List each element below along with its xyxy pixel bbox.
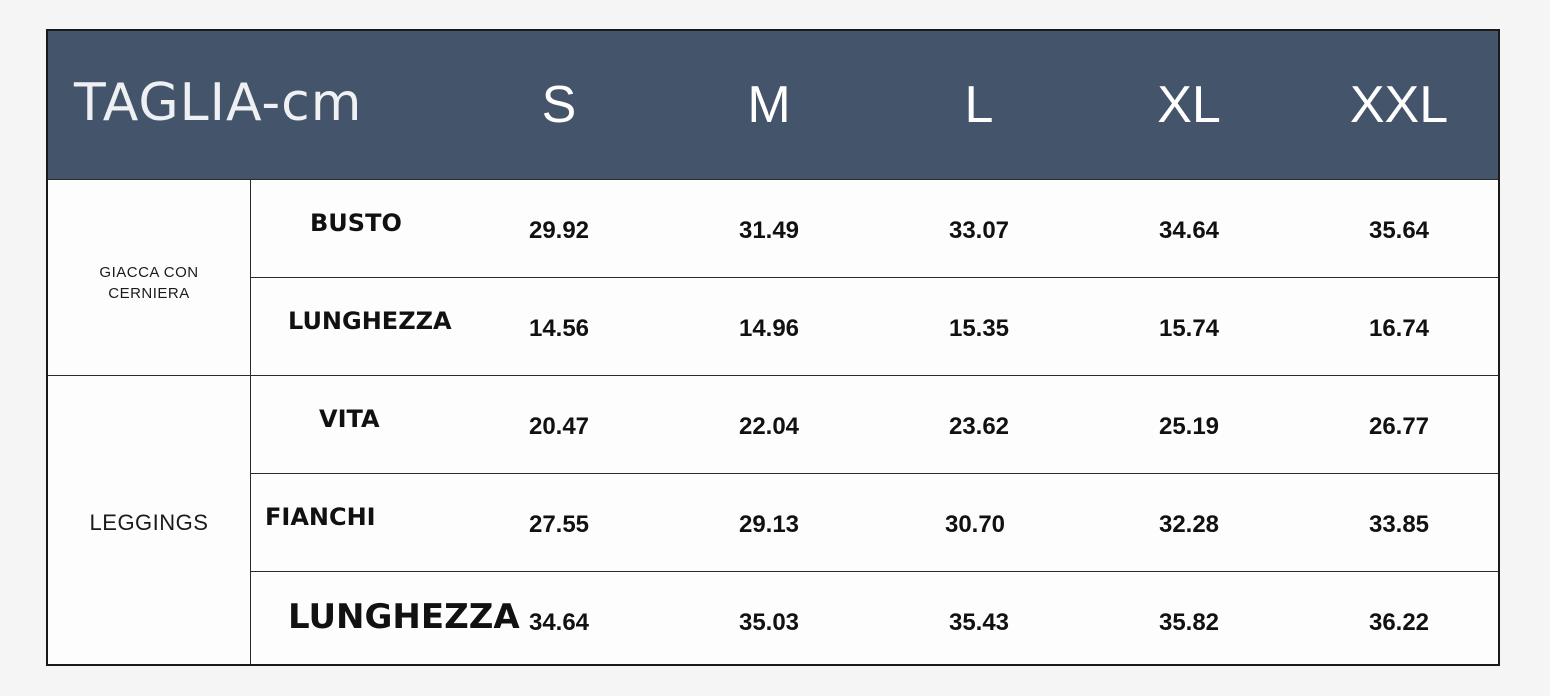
group-label-leggings: LEGGINGS — [48, 510, 250, 536]
value-cell: 31.49 — [738, 217, 800, 244]
value-cell: 35.64 — [1368, 217, 1430, 244]
value-cell: 29.13 — [738, 511, 800, 538]
value-cell: 16.74 — [1368, 315, 1430, 342]
value-cell: 34.64 — [528, 609, 590, 636]
value-cell: 35.43 — [948, 609, 1010, 636]
value-cell: 22.04 — [738, 413, 800, 440]
value-cell: 23.62 — [948, 413, 1010, 440]
value-cell: 35.82 — [1158, 609, 1220, 636]
value-cell: 36.22 — [1368, 609, 1430, 636]
value-cell: 15.35 — [948, 315, 1010, 342]
group-label-line: LEGGINGS — [89, 510, 209, 535]
size-label-xxl: XXL — [1349, 76, 1449, 134]
group-label-giacca: GIACCA CON CERNIERA — [48, 262, 250, 304]
value-cell: 35.03 — [738, 609, 800, 636]
grid-line — [48, 375, 1498, 376]
value-cell: 32.28 — [1158, 511, 1220, 538]
size-chart-header: TAGLIA-cm S M L XL XXL — [48, 31, 1498, 179]
value-cell: 14.56 — [528, 315, 590, 342]
value-cell: 30.70 — [944, 511, 1006, 538]
grid-line — [250, 277, 1498, 278]
size-label-xl: XL — [1157, 76, 1221, 134]
size-label-s: S — [541, 76, 577, 134]
value-cell: 15.74 — [1158, 315, 1220, 342]
measure-label-lunghezza: LUNGHEZZA — [288, 307, 452, 335]
value-cell: 33.85 — [1368, 511, 1430, 538]
grid-line — [250, 571, 1498, 572]
group-label-line: CERNIERA — [108, 285, 190, 302]
value-cell: 29.92 — [528, 217, 590, 244]
value-cell: 33.07 — [948, 217, 1010, 244]
value-cell: 27.55 — [528, 511, 590, 538]
grid-line — [250, 473, 1498, 474]
measure-label-vita: VITA — [319, 405, 380, 433]
size-chart-title: TAGLIA-cm — [74, 73, 363, 133]
value-cell: 26.77 — [1368, 413, 1430, 440]
value-cell: 25.19 — [1158, 413, 1220, 440]
measure-label-lunghezza: LUNGHEZZA — [288, 597, 520, 637]
value-cell: 34.64 — [1158, 217, 1220, 244]
grid-line — [250, 179, 251, 664]
grid-line — [48, 179, 1498, 180]
size-label-l: L — [964, 76, 994, 134]
value-cell: 14.96 — [738, 315, 800, 342]
group-label-line: GIACCA CON — [99, 264, 199, 281]
measure-label-fianchi: FIANCHI — [265, 503, 376, 531]
value-cell: 20.47 — [528, 413, 590, 440]
size-label-m: M — [747, 76, 791, 134]
size-chart: TAGLIA-cm S M L XL XXL GIACCA CON CERNIE… — [46, 29, 1500, 666]
measure-label-busto: BUSTO — [310, 209, 402, 237]
